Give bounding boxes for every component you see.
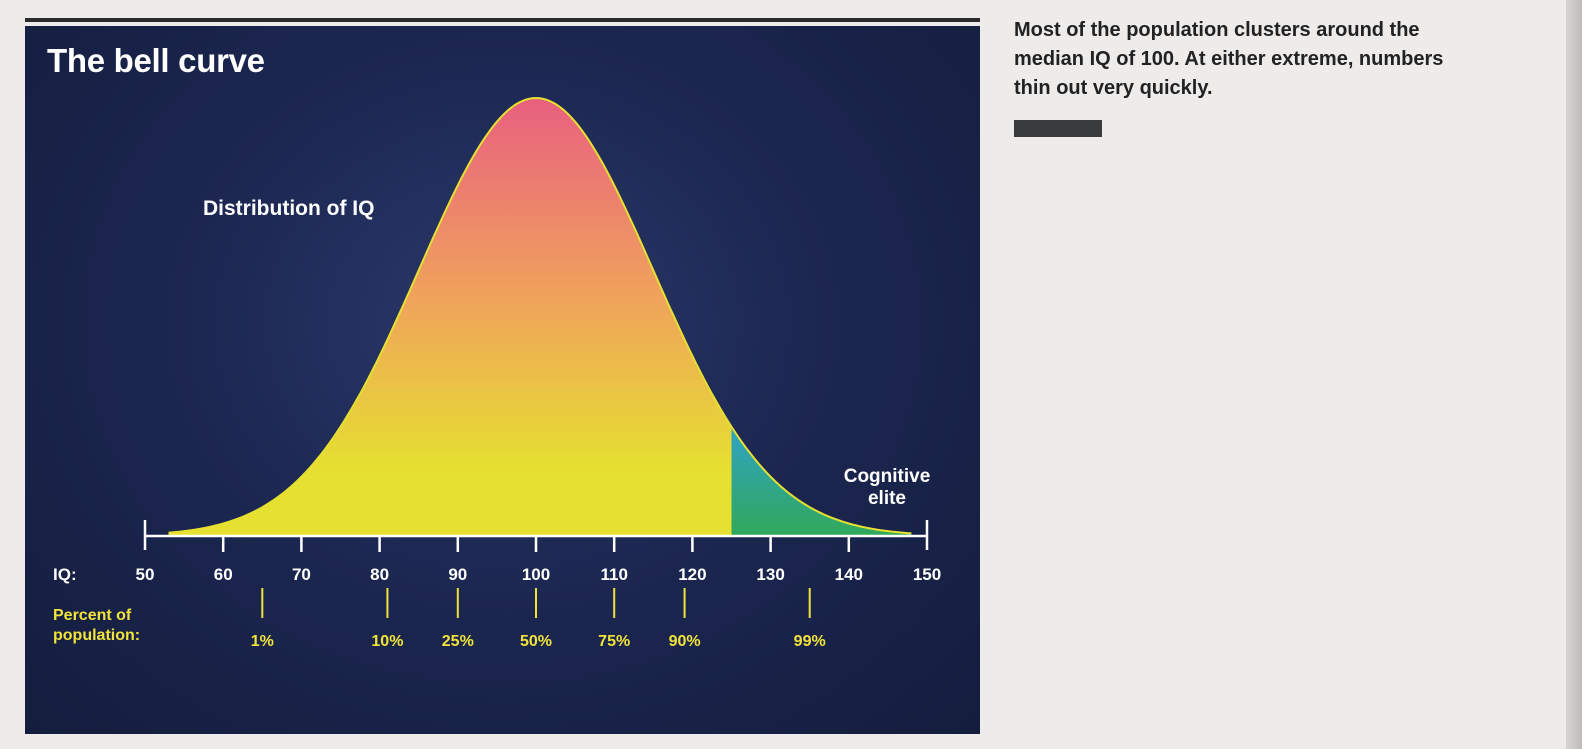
percentile-label-line-1: Percent of	[53, 607, 132, 624]
caption-bar	[1014, 120, 1102, 137]
percentile-label: 75%	[598, 633, 630, 650]
percentile-label: 10%	[371, 633, 403, 650]
top-rule	[25, 18, 980, 22]
percentile-label: 25%	[442, 633, 474, 650]
percentile-label: 90%	[669, 633, 701, 650]
x-tick-label: 80	[370, 565, 389, 584]
chart-title: The bell curve	[47, 42, 265, 79]
curve-area-main	[168, 98, 732, 536]
x-tick-label: 150	[913, 565, 941, 584]
x-tick-label: 110	[600, 565, 627, 584]
percentile-label: 1%	[251, 633, 274, 650]
x-tick-label: 70	[292, 565, 311, 584]
curve-label: Distribution of IQ	[203, 197, 374, 220]
highlight-label-line-2: elite	[868, 488, 906, 509]
x-tick-label: 100	[522, 565, 550, 584]
caption-text: Most of the population clusters around t…	[1014, 19, 1444, 99]
x-tick-label: 60	[214, 565, 233, 584]
curve-area-cognitive-elite	[731, 426, 912, 536]
curve-outline	[168, 96, 912, 535]
chart-panel: 50 60 70 80 90 100 110 120 130 140 150 1% 10% 25% 50% 7…	[25, 26, 980, 734]
x-tick-label: 120	[678, 565, 706, 584]
bell-curve-chart: 50 60 70 80 90 100 110 120 130 140 150 1% 10% 25% 50% 7…	[53, 96, 941, 650]
x-axis-label: IQ:	[53, 565, 77, 584]
percentile-label: 99%	[794, 633, 826, 650]
percentile-label-line-2: population:	[53, 627, 140, 644]
x-tick-label: 90	[448, 565, 467, 584]
page-edge	[1566, 0, 1582, 749]
x-tick-label: 130	[756, 565, 784, 584]
x-tick-label: 50	[136, 565, 155, 584]
highlight-label-line-1: Cognitive	[844, 466, 931, 487]
percentile-label: 50%	[520, 633, 552, 650]
x-tick-label: 140	[835, 565, 863, 584]
